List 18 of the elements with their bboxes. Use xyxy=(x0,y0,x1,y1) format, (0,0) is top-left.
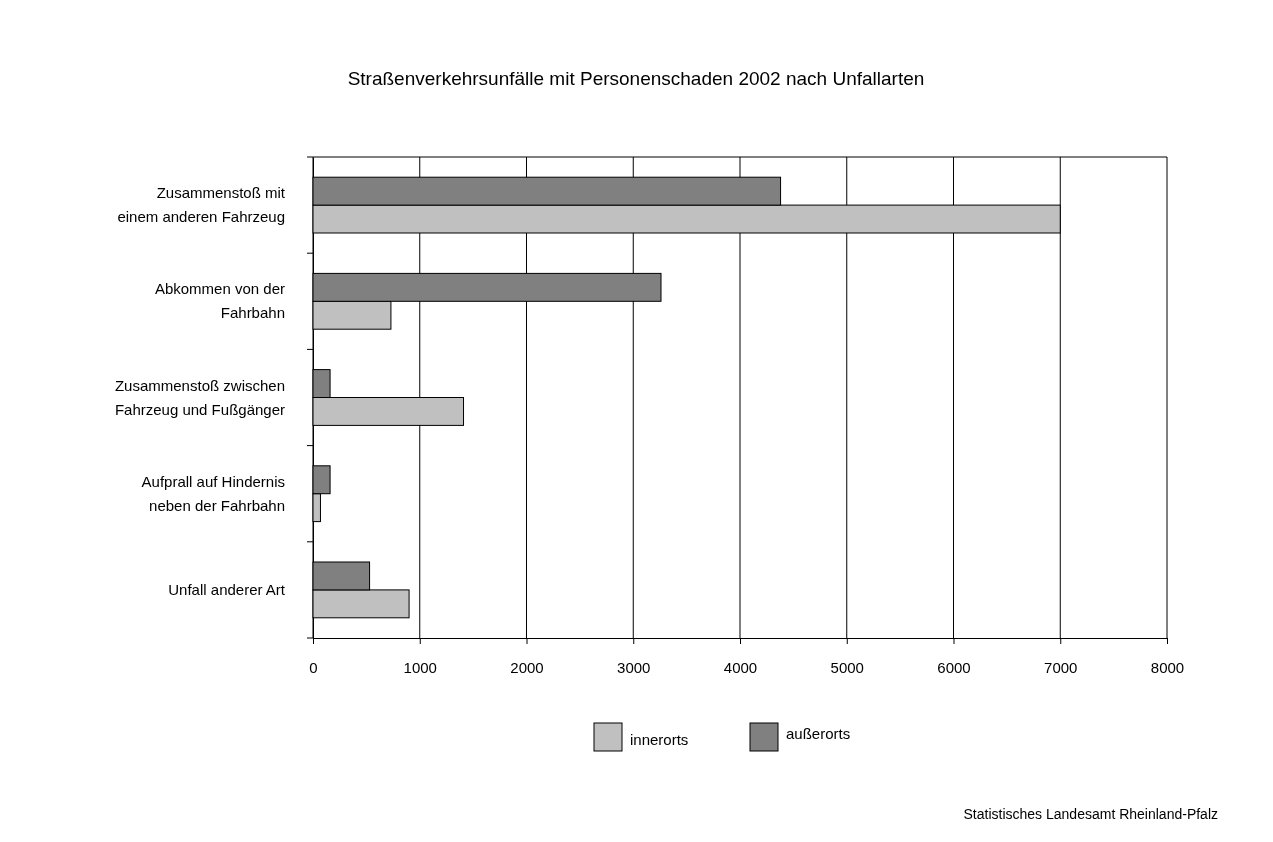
x-tick-label: 4000 xyxy=(723,658,758,676)
x-tick-label: 8000 xyxy=(1150,658,1185,676)
legend-label: außerorts xyxy=(786,725,851,742)
y-tick-label: Abkommen von der Fahrbahn xyxy=(154,280,285,322)
x-tick-label: 5000 xyxy=(830,658,864,676)
text: Statistisches Landesamt Rheinland-Pfalz xyxy=(963,806,1218,822)
x-tick-label: 7000 xyxy=(1044,658,1078,676)
chart-title: Straßenverkehrsunfälle mit Personenschaden 2002 nach Unfallarten xyxy=(347,68,925,89)
x-tick-label: 3000 xyxy=(617,658,651,676)
y-tick-label: Unfall anderer Art xyxy=(168,580,286,598)
x-tick-label: 6000 xyxy=(937,658,971,676)
legend-label: innerorts xyxy=(630,731,689,748)
x-tick-label: 2000 xyxy=(510,658,544,676)
y-tick-label: Aufprall auf Hindernis neben der Fahrbahn xyxy=(141,472,285,514)
y-tick-label: Zusammenstoß mit einem anderen Fahrzeug xyxy=(117,184,286,226)
x-tick-label: 1000 xyxy=(403,658,437,676)
x-tick-label: 0 xyxy=(309,658,318,676)
y-tick-label: Zusammenstoß zwischen Fahrzeug und Fußgänger xyxy=(114,376,285,418)
